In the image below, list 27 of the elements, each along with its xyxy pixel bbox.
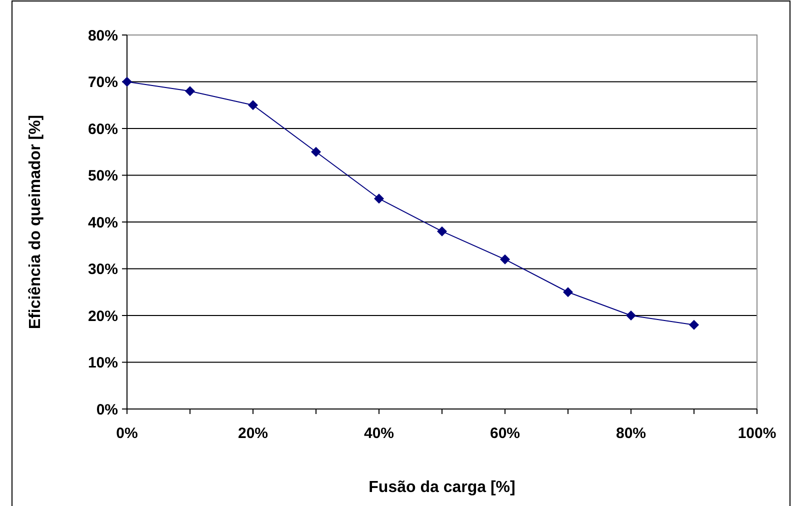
x-tick-label: 100% — [738, 425, 776, 442]
y-tick-label: 0% — [96, 401, 118, 418]
point — [500, 254, 510, 264]
y-tick-label: 20% — [88, 308, 118, 325]
x-tick-label: 80% — [616, 425, 646, 442]
y-tick-label: 80% — [88, 27, 118, 44]
point — [185, 86, 195, 96]
point — [374, 194, 384, 204]
y-tick-label: 10% — [88, 354, 118, 372]
x-tick-label: 40% — [364, 425, 394, 442]
x-tick-label: 20% — [238, 425, 268, 442]
point — [122, 76, 132, 87]
y-tick-label: 70% — [88, 74, 118, 91]
point — [248, 100, 258, 110]
y-tick-label: 40% — [88, 214, 118, 232]
point — [626, 310, 636, 320]
y-tick-label: 60% — [88, 120, 118, 138]
x-axis-title: Fusão da carga [%] — [368, 479, 516, 496]
y-tick-label: 50% — [88, 168, 118, 184]
x-tick-label: 60% — [490, 425, 520, 442]
point — [311, 146, 321, 157]
point — [437, 226, 447, 236]
point — [689, 320, 699, 330]
y-tick-label: 30% — [88, 261, 118, 278]
x-tick-label: 0% — [116, 425, 138, 442]
point — [563, 287, 573, 298]
y-axis-title: Eficiência do queimador [%] — [27, 114, 44, 330]
